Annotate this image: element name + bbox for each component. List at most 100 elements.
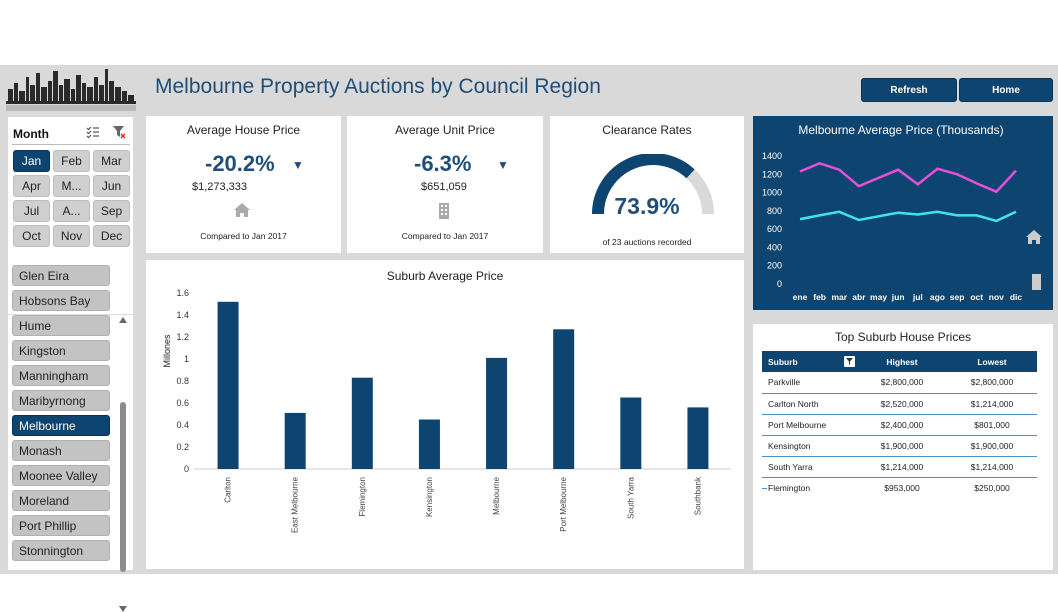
month-option[interactable]: Dec [93,225,130,247]
region-option[interactable]: Glen Eira [12,265,110,286]
table-cell: $1,214,000 [947,456,1037,478]
top-suburb-prices-panel: Top Suburb House Prices Suburb Highest L… [753,324,1053,570]
kpi-house-footer: Compared to Jan 2017 [200,231,287,241]
table-cell: Parkville [762,372,857,394]
table-row: Carlton North $2,520,000 $1,214,000 [762,393,1037,415]
kpi-house-title: Average House Price [186,123,301,137]
month-option[interactable]: Feb [53,150,90,172]
y-tick-label: 0.4 [176,420,189,430]
region-option[interactable]: Stonnington [12,540,110,561]
month-slicer-title: Month [13,127,49,141]
column-header-lowest[interactable]: Lowest [947,351,1037,372]
column-header-highest[interactable]: Highest [857,351,947,372]
bar[interactable] [284,412,306,469]
table-cell: $953,000 [884,482,920,493]
kpi-house-value: $1,273,333 [191,181,248,193]
table-cell: $1,900,000 [857,435,947,457]
x-tick-label: ago [930,292,945,302]
line-chart-svg: Melbourne Average Price (Thousands) 0 200 4… [762,123,1042,302]
x-tick-label: mar [831,292,847,302]
y-tick-label: 0 [777,279,782,289]
series-line[interactable] [799,161,1017,194]
x-tick-label: nov [989,292,1004,302]
x-tick-label: ene [793,292,808,302]
month-option[interactable]: Jun [93,175,130,197]
y-tick-label: 1200 [762,169,782,179]
bar[interactable] [351,377,373,469]
table-cell: $801,000 [947,414,1037,436]
y-tick-label: 1.2 [176,332,189,342]
month-option[interactable]: Jan [13,150,50,172]
x-tick-label: Port Melbourne [559,476,568,531]
region-option[interactable]: Hume [12,315,110,336]
table-cell: $1,214,000 [857,456,947,478]
kpi-house-card: Average House Price -20.2% ▼ $1,273,333 … [146,116,341,253]
region-scrollbar[interactable] [118,317,128,612]
bar[interactable] [620,397,642,470]
region-option[interactable]: Melbourne [12,415,110,436]
clearance-gauge [592,154,714,215]
chart-title: Melbourne Average Price (Thousands) [798,123,1003,137]
x-tick-label: sep [950,292,965,302]
down-arrow-icon: ▼ [292,158,304,172]
x-tick-label: Melbourne [492,476,501,514]
month-option[interactable]: Oct [13,225,50,247]
table-cell: $2,800,000 [857,372,947,394]
series-line[interactable] [799,210,1017,223]
region-option[interactable]: Hobsons Bay [12,290,110,311]
bar-chart-svg: Suburb Average Price Millones 0 0.2 0.4 0.6 0.… [162,269,731,533]
table-row: Kensington $1,900,000 $1,900,000 [762,435,1037,457]
month-option[interactable]: Jul [13,200,50,222]
bar[interactable] [217,301,239,469]
x-tick-label: dic [1010,292,1023,302]
region-option[interactable]: Monash [12,440,110,461]
slicer-panel: Month Jan Feb Mar Apr M... Jun Jul A... Sep Oct No… [8,117,133,612]
bar[interactable] [418,419,440,470]
scroll-thumb[interactable] [120,402,126,572]
y-tick-label: 0.6 [176,398,189,408]
table-cell: Kensington [762,435,857,457]
kpi-clearance-rate: 73.9% [614,193,680,219]
slicer-divider [12,144,130,145]
region-option[interactable]: Moonee Valley [12,465,110,486]
month-option[interactable]: Sep [93,200,130,222]
y-tick-label: 800 [767,206,782,216]
month-option[interactable]: Nov [53,225,90,247]
multi-select-icon[interactable] [86,125,100,139]
table-cell: Flemington [768,482,811,493]
kpi-clearance-title: Clearance Rates [602,123,692,137]
bar[interactable] [486,357,508,469]
bar[interactable] [553,329,575,469]
column-header-suburb[interactable]: Suburb [762,351,857,372]
month-option[interactable]: Mar [93,150,130,172]
column-header-label: Suburb [768,356,798,367]
clear-filter-icon[interactable] [112,125,126,139]
region-option[interactable]: Port Phillip [12,515,110,536]
month-option[interactable]: A... [53,200,90,222]
kpi-clearance-footer: of 23 auctions recorded [602,237,692,247]
x-tick-label: Carlton [224,477,233,503]
y-tick-label: 1.4 [176,310,189,320]
scroll-down-icon[interactable] [119,606,127,612]
melbourne-skyline-logo [6,69,136,111]
region-option[interactable]: Moreland [12,490,110,511]
scroll-up-icon[interactable] [119,317,127,323]
region-option[interactable]: Kingston [12,340,110,361]
kpi-clearance-card: Clearance Rates 73.9% of 23 auctions rec… [550,116,744,253]
building-icon [439,203,449,219]
x-tick-label: abr [852,292,866,302]
region-option[interactable]: Manningham [12,365,110,386]
bar[interactable] [687,407,709,469]
table-cell: South Yarra [762,456,857,478]
month-option[interactable]: M... [53,175,90,197]
month-option[interactable]: Apr [13,175,50,197]
region-option[interactable]: Maribyrnong [12,390,110,411]
refresh-button[interactable]: Refresh [861,78,957,102]
x-tick-label: oct [970,292,983,302]
x-tick-label: Southbank [693,476,702,515]
table-row: South Yarra $1,214,000 $1,214,000 [762,456,1037,478]
table-row: Flemington $953,000 $250,000 [762,477,1037,498]
x-tick-label: South Yarra [626,476,635,519]
home-button[interactable]: Home [959,78,1053,102]
filter-icon[interactable] [844,356,855,367]
